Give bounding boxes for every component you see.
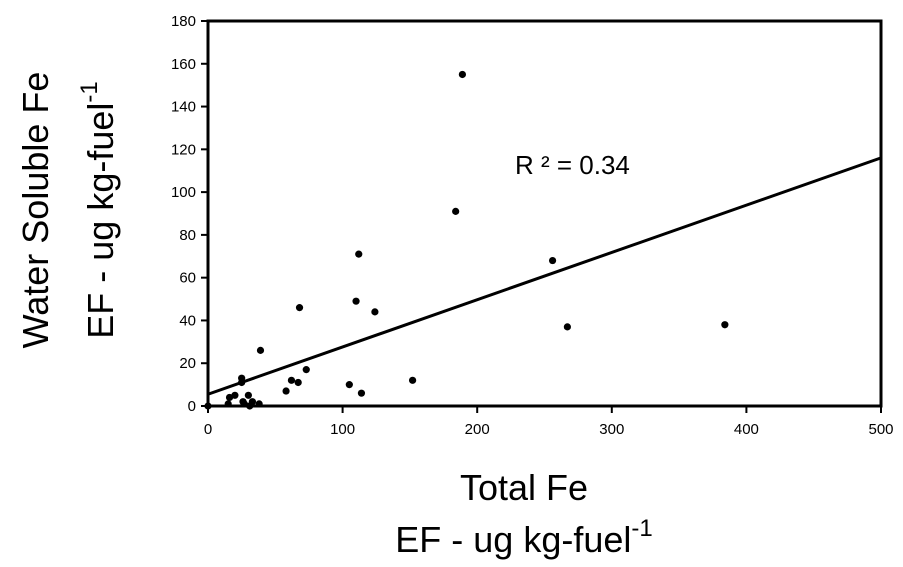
data-point — [458, 70, 466, 79]
y-axis-ticks: 0 20 40 60 80 100 120 140 160 180 — [171, 13, 208, 415]
data-point — [294, 378, 302, 387]
data-point — [408, 376, 417, 384]
data-point — [256, 346, 265, 354]
y-tick-label: 100 — [171, 184, 196, 201]
x-tick-label: 200 — [465, 421, 490, 438]
x-axis-title-unit: EF - ug kg-fuel — [395, 519, 631, 560]
x-axis-ticks: 0 100 200 300 400 500 — [204, 406, 894, 438]
data-point — [225, 393, 234, 402]
trendline — [207, 156, 882, 396]
data-point — [563, 323, 571, 331]
data-point — [355, 250, 363, 258]
data-point — [452, 207, 460, 215]
y-tick-label: 180 — [171, 13, 196, 30]
y-axis-title-line1: Water Soluble Fe — [15, 72, 56, 349]
r-squared-annotation: R ² = 0.34 — [515, 150, 630, 180]
x-tick-label: 300 — [599, 421, 624, 438]
y-tick-label: 80 — [179, 227, 196, 244]
x-axis-title-line2: EF - ug kg-fuel-1 — [395, 515, 652, 560]
data-point — [244, 391, 252, 399]
x-tick-label: 500 — [868, 421, 893, 438]
plot-frame — [206, 19, 883, 408]
data-point — [352, 297, 360, 305]
x-axis-title-line1: Total Fe — [460, 467, 588, 508]
data-point — [721, 321, 729, 329]
y-tick-label: 40 — [179, 312, 196, 329]
y-tick-label: 0 — [188, 398, 196, 415]
data-point — [357, 389, 366, 397]
data-point — [302, 366, 310, 374]
y-axis-title-line2: EF - ug kg-fuel-1 — [76, 81, 121, 338]
y-axis-title-unit: EF - ug kg-fuel — [80, 103, 121, 339]
x-tick-label: 400 — [734, 421, 759, 438]
y-tick-label: 20 — [179, 355, 196, 372]
data-point — [345, 381, 353, 389]
y-tick-label: 60 — [179, 270, 196, 287]
data-point — [548, 256, 557, 265]
data-point — [295, 304, 304, 312]
x-axis-title-unit-exponent: -1 — [631, 515, 652, 542]
x-tick-label: 100 — [330, 421, 355, 438]
data-point — [371, 308, 379, 316]
y-tick-label: 160 — [171, 56, 196, 73]
data-point — [248, 398, 257, 406]
data-point — [282, 387, 290, 395]
y-tick-label: 140 — [171, 99, 196, 116]
data-point — [231, 391, 239, 399]
data-point — [287, 376, 296, 384]
x-tick-label: 0 — [204, 421, 212, 438]
y-axis-title-unit-exponent: -1 — [76, 81, 103, 102]
y-tick-label: 120 — [171, 141, 196, 158]
